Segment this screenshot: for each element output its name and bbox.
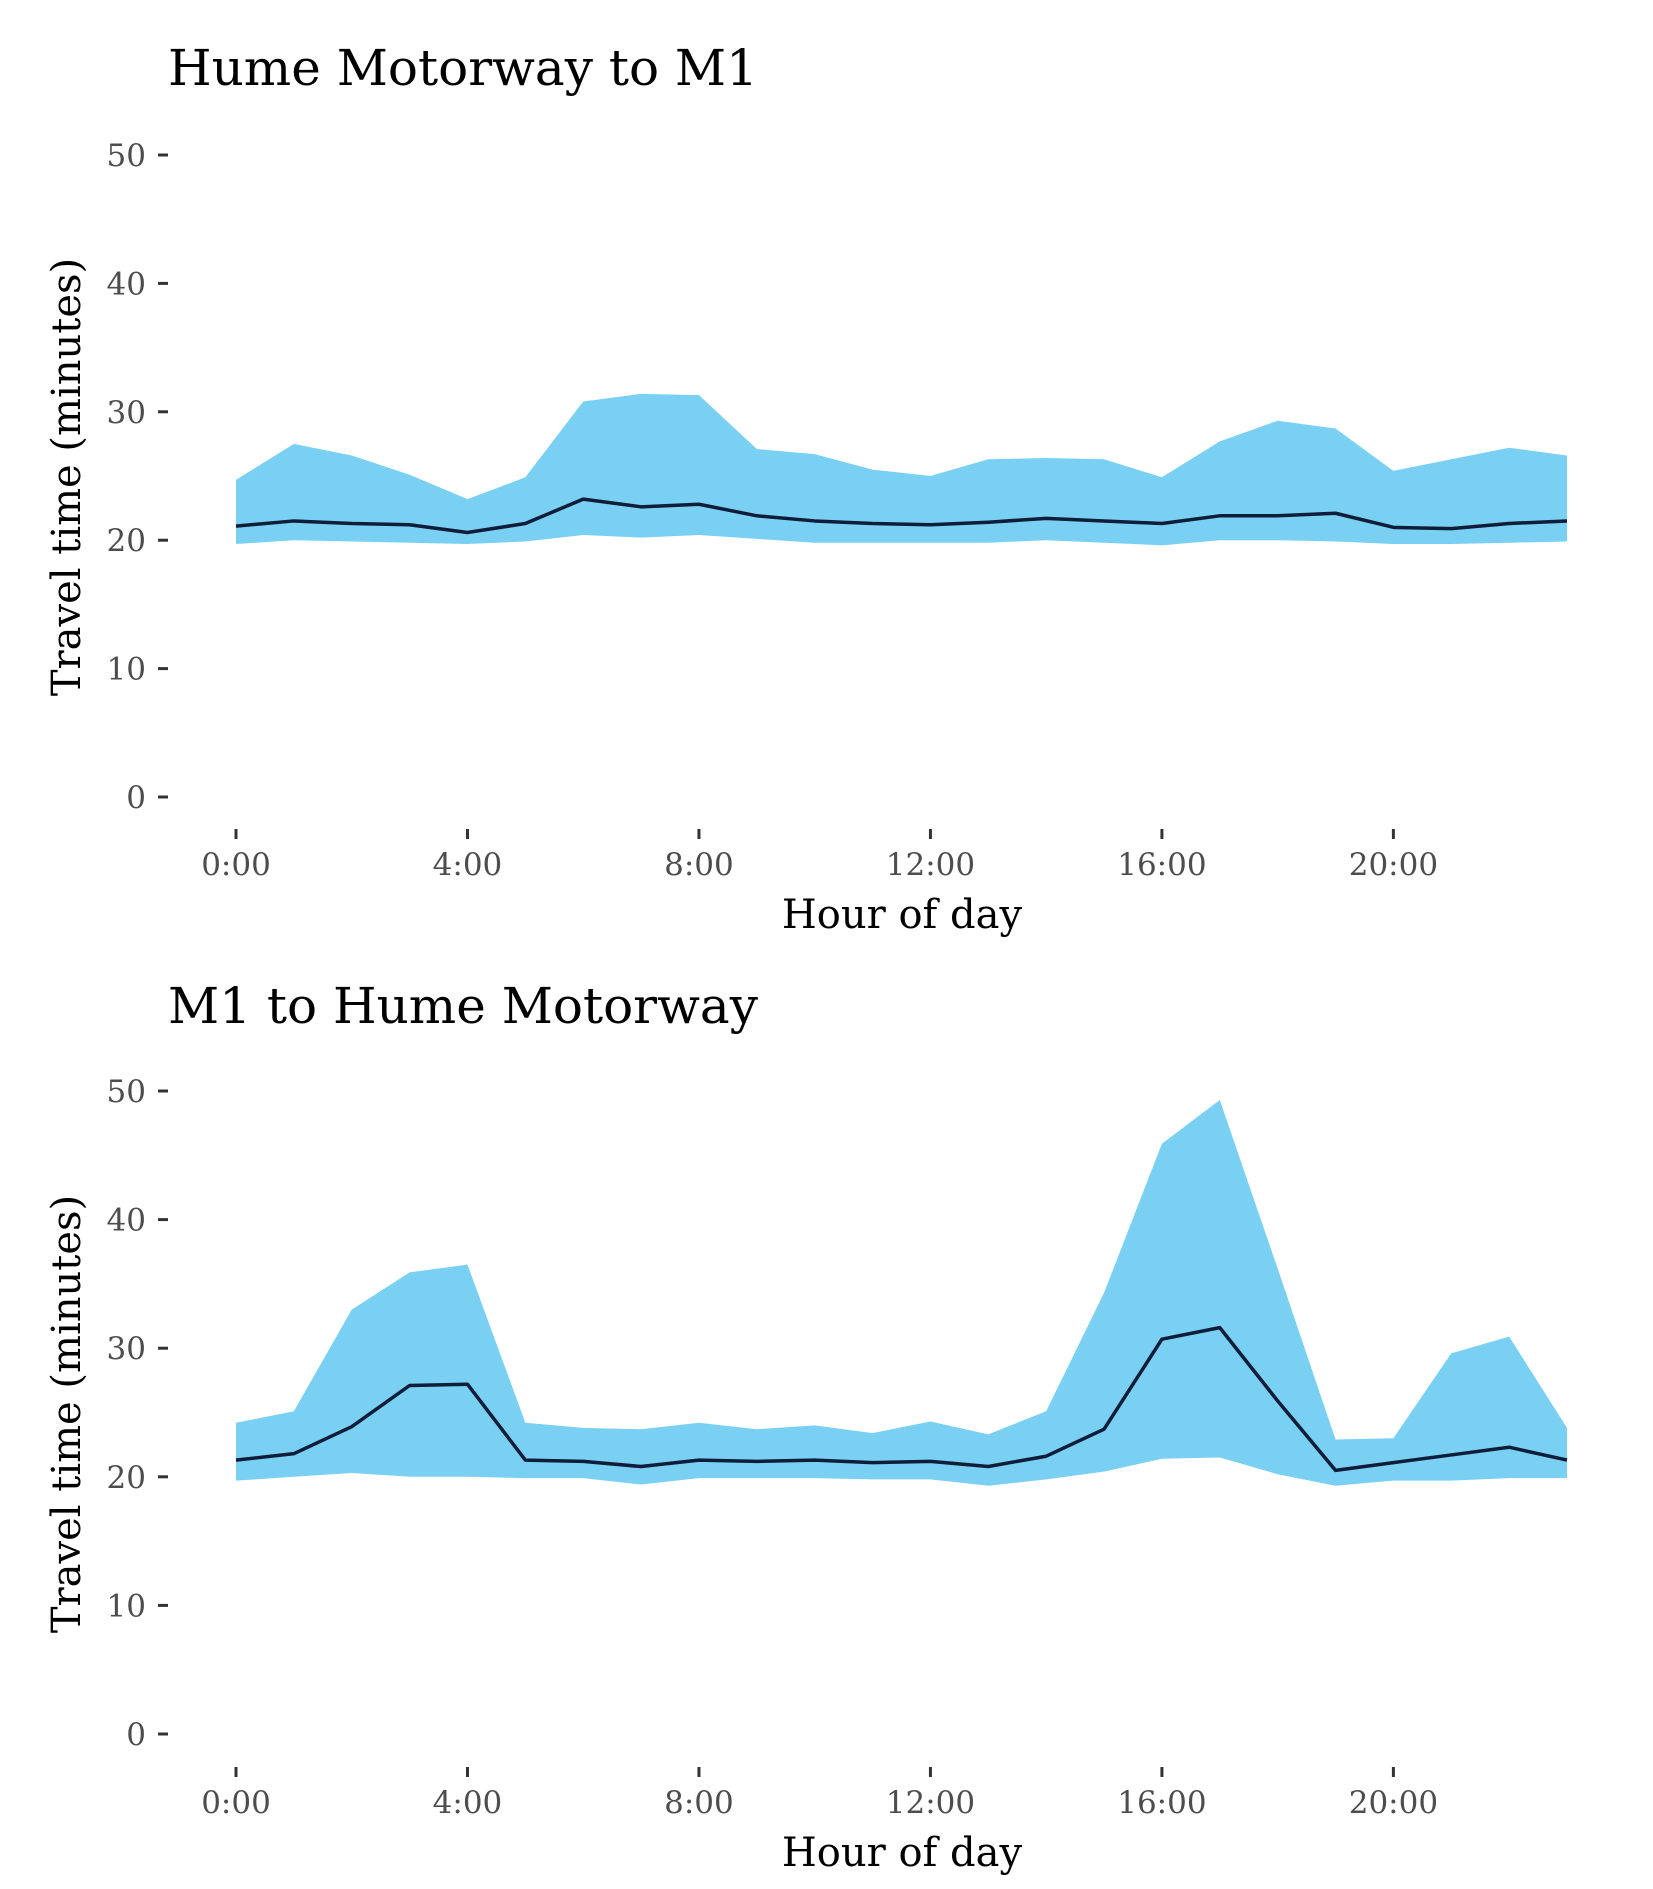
chart-panel-2: M1 to Hume Motorway 0 10 20 30 40 50 0:00 4:00… [44, 977, 1568, 1876]
y-axis: 0 10 20 30 40 50 [107, 138, 168, 816]
x-tick-label: 0:00 [201, 847, 271, 883]
y-tick-label: 40 [107, 266, 146, 302]
y-axis-label: Travel time (minutes) [44, 258, 90, 696]
y-tick-label: 50 [107, 138, 146, 174]
chart-panel-1: Hume Motorway to M1 0 10 20 30 40 50 0:00 4:00… [44, 39, 1568, 938]
y-tick-label: 40 [107, 1203, 146, 1239]
range-band [236, 393, 1567, 546]
x-tick-label: 12:00 [886, 847, 975, 883]
y-tick-label: 20 [107, 1460, 146, 1496]
x-tick-label: 20:00 [1349, 1785, 1438, 1821]
x-axis: 0:00 4:00 8:00 12:00 16:00 20:00 [201, 1767, 1438, 1821]
x-tick-label: 4:00 [433, 1785, 503, 1821]
y-tick-label: 0 [126, 1717, 146, 1753]
y-tick-label: 30 [107, 1331, 146, 1367]
x-axis-label: Hour of day [782, 892, 1023, 938]
x-tick-label: 8:00 [664, 847, 734, 883]
y-axis: 0 10 20 30 40 50 [107, 1074, 168, 1753]
x-tick-label: 4:00 [433, 847, 503, 883]
y-tick-label: 0 [126, 780, 146, 816]
chart-title: Hume Motorway to M1 [168, 39, 758, 97]
x-tick-label: 12:00 [886, 1785, 975, 1821]
y-tick-label: 20 [107, 523, 146, 559]
y-tick-label: 10 [107, 652, 146, 688]
x-tick-label: 16:00 [1117, 847, 1206, 883]
y-tick-label: 50 [107, 1074, 146, 1110]
x-axis: 0:00 4:00 8:00 12:00 16:00 20:00 [201, 829, 1438, 883]
x-tick-label: 8:00 [664, 1785, 734, 1821]
plot-area [235, 393, 1568, 546]
range-band [236, 1100, 1567, 1486]
x-axis-label: Hour of day [782, 1830, 1023, 1876]
y-tick-label: 10 [107, 1588, 146, 1624]
x-tick-label: 0:00 [201, 1785, 271, 1821]
x-tick-label: 16:00 [1117, 1785, 1206, 1821]
plot-area [235, 1100, 1568, 1486]
x-tick-label: 20:00 [1349, 847, 1438, 883]
travel-time-line [235, 497, 1568, 535]
y-axis-label: Travel time (minutes) [44, 1195, 90, 1633]
chart-title: M1 to Hume Motorway [168, 977, 759, 1035]
travel-time-line [235, 1325, 1568, 1473]
y-tick-label: 30 [107, 395, 146, 431]
